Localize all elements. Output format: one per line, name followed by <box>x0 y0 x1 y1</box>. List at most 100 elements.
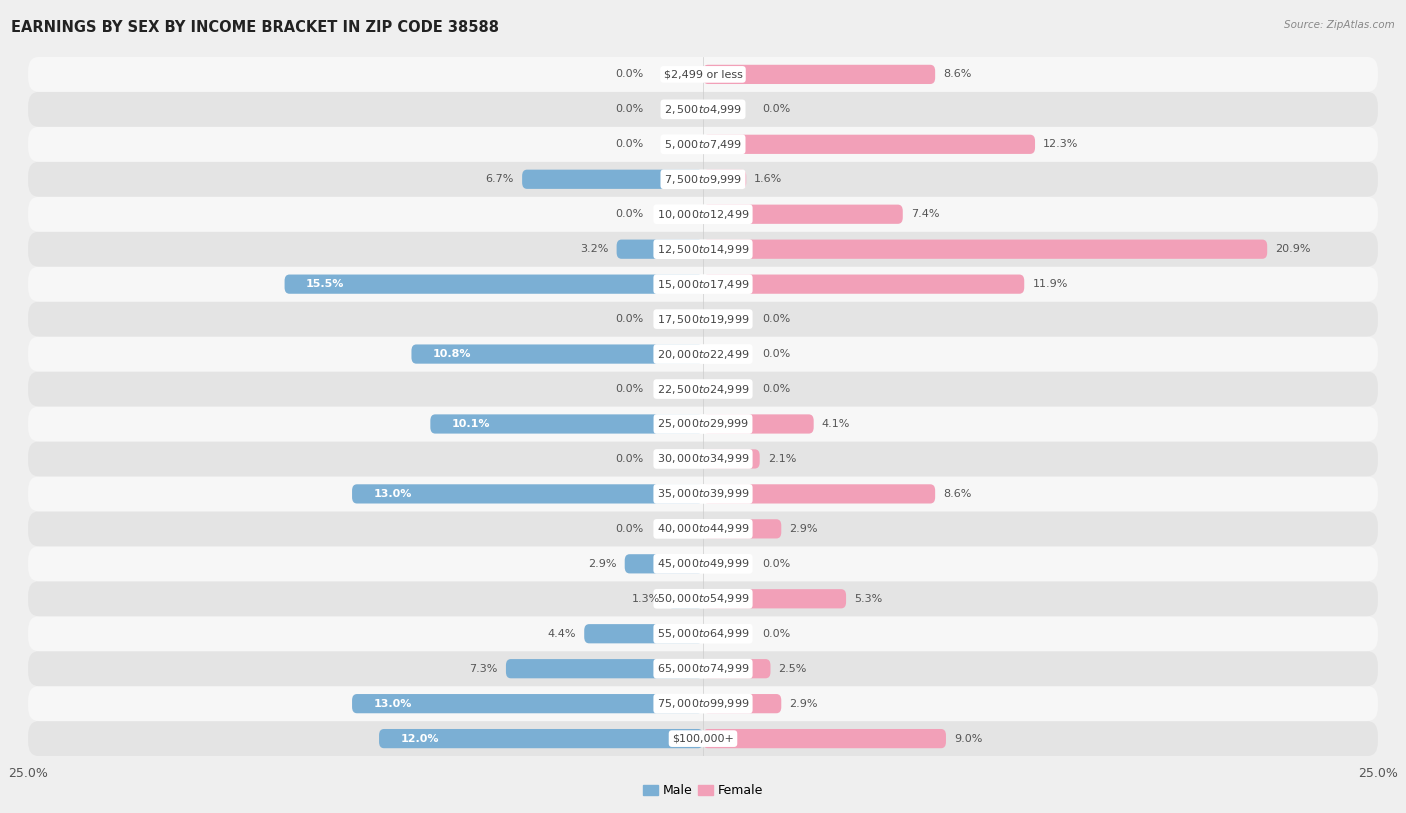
Text: 0.0%: 0.0% <box>616 139 644 150</box>
Text: 15.5%: 15.5% <box>307 279 344 289</box>
FancyBboxPatch shape <box>430 415 703 433</box>
FancyBboxPatch shape <box>284 275 703 293</box>
Text: 0.0%: 0.0% <box>616 454 644 464</box>
FancyBboxPatch shape <box>28 441 1378 476</box>
FancyBboxPatch shape <box>28 476 1378 511</box>
FancyBboxPatch shape <box>380 729 703 748</box>
Text: 10.1%: 10.1% <box>451 419 491 429</box>
Text: EARNINGS BY SEX BY INCOME BRACKET IN ZIP CODE 38588: EARNINGS BY SEX BY INCOME BRACKET IN ZIP… <box>11 20 499 35</box>
FancyBboxPatch shape <box>617 240 703 259</box>
FancyBboxPatch shape <box>522 170 703 189</box>
Text: $45,000 to $49,999: $45,000 to $49,999 <box>657 558 749 570</box>
Text: 7.3%: 7.3% <box>470 663 498 674</box>
Text: 11.9%: 11.9% <box>1032 279 1067 289</box>
FancyBboxPatch shape <box>703 450 759 468</box>
FancyBboxPatch shape <box>624 554 703 573</box>
FancyBboxPatch shape <box>28 92 1378 127</box>
FancyBboxPatch shape <box>28 232 1378 267</box>
Text: 0.0%: 0.0% <box>762 104 790 115</box>
Text: 2.9%: 2.9% <box>789 698 818 709</box>
FancyBboxPatch shape <box>703 170 747 189</box>
Text: $65,000 to $74,999: $65,000 to $74,999 <box>657 663 749 675</box>
FancyBboxPatch shape <box>28 406 1378 441</box>
Text: $15,000 to $17,499: $15,000 to $17,499 <box>657 278 749 290</box>
Text: $75,000 to $99,999: $75,000 to $99,999 <box>657 698 749 710</box>
Text: 10.8%: 10.8% <box>433 349 471 359</box>
Legend: Male, Female: Male, Female <box>638 780 768 802</box>
Text: $7,500 to $9,999: $7,500 to $9,999 <box>664 173 742 185</box>
FancyBboxPatch shape <box>668 589 703 608</box>
Text: 5.3%: 5.3% <box>855 593 883 604</box>
Text: 0.0%: 0.0% <box>616 384 644 394</box>
Text: Source: ZipAtlas.com: Source: ZipAtlas.com <box>1284 20 1395 30</box>
Text: $12,500 to $14,999: $12,500 to $14,999 <box>657 243 749 255</box>
FancyBboxPatch shape <box>703 275 1024 293</box>
Text: 0.0%: 0.0% <box>762 384 790 394</box>
Text: 4.4%: 4.4% <box>547 628 576 639</box>
FancyBboxPatch shape <box>703 415 814 433</box>
Text: 1.3%: 1.3% <box>631 593 659 604</box>
FancyBboxPatch shape <box>28 651 1378 686</box>
Text: 6.7%: 6.7% <box>485 174 515 185</box>
FancyBboxPatch shape <box>28 127 1378 162</box>
FancyBboxPatch shape <box>703 729 946 748</box>
Text: 4.1%: 4.1% <box>821 419 851 429</box>
FancyBboxPatch shape <box>703 65 935 84</box>
Text: $2,500 to $4,999: $2,500 to $4,999 <box>664 103 742 115</box>
Text: $22,500 to $24,999: $22,500 to $24,999 <box>657 383 749 395</box>
Text: $55,000 to $64,999: $55,000 to $64,999 <box>657 628 749 640</box>
Text: 13.0%: 13.0% <box>374 698 412 709</box>
FancyBboxPatch shape <box>703 485 935 503</box>
Text: 2.1%: 2.1% <box>768 454 796 464</box>
FancyBboxPatch shape <box>28 721 1378 756</box>
Text: $10,000 to $12,499: $10,000 to $12,499 <box>657 208 749 220</box>
Text: 0.0%: 0.0% <box>616 209 644 220</box>
Text: 2.9%: 2.9% <box>789 524 818 534</box>
Text: $17,500 to $19,999: $17,500 to $19,999 <box>657 313 749 325</box>
FancyBboxPatch shape <box>28 686 1378 721</box>
FancyBboxPatch shape <box>28 162 1378 197</box>
FancyBboxPatch shape <box>352 694 703 713</box>
FancyBboxPatch shape <box>703 240 1267 259</box>
Text: 0.0%: 0.0% <box>616 314 644 324</box>
Text: 0.0%: 0.0% <box>616 524 644 534</box>
FancyBboxPatch shape <box>28 511 1378 546</box>
FancyBboxPatch shape <box>703 205 903 224</box>
FancyBboxPatch shape <box>703 520 782 538</box>
Text: $5,000 to $7,499: $5,000 to $7,499 <box>664 138 742 150</box>
FancyBboxPatch shape <box>412 345 703 363</box>
Text: 8.6%: 8.6% <box>943 489 972 499</box>
FancyBboxPatch shape <box>352 485 703 503</box>
FancyBboxPatch shape <box>703 135 1035 154</box>
Text: $2,499 or less: $2,499 or less <box>664 69 742 80</box>
Text: 8.6%: 8.6% <box>943 69 972 80</box>
FancyBboxPatch shape <box>28 267 1378 302</box>
FancyBboxPatch shape <box>28 57 1378 92</box>
FancyBboxPatch shape <box>28 372 1378 406</box>
Text: 0.0%: 0.0% <box>762 314 790 324</box>
FancyBboxPatch shape <box>28 337 1378 372</box>
Text: $100,000+: $100,000+ <box>672 733 734 744</box>
Text: $40,000 to $44,999: $40,000 to $44,999 <box>657 523 749 535</box>
Text: 12.0%: 12.0% <box>401 733 439 744</box>
Text: 2.9%: 2.9% <box>588 559 617 569</box>
Text: $50,000 to $54,999: $50,000 to $54,999 <box>657 593 749 605</box>
Text: 0.0%: 0.0% <box>616 69 644 80</box>
Text: 0.0%: 0.0% <box>762 628 790 639</box>
FancyBboxPatch shape <box>28 197 1378 232</box>
Text: 7.4%: 7.4% <box>911 209 939 220</box>
FancyBboxPatch shape <box>585 624 703 643</box>
FancyBboxPatch shape <box>28 616 1378 651</box>
FancyBboxPatch shape <box>28 546 1378 581</box>
FancyBboxPatch shape <box>28 302 1378 337</box>
Text: 3.2%: 3.2% <box>581 244 609 254</box>
Text: 0.0%: 0.0% <box>762 349 790 359</box>
Text: 0.0%: 0.0% <box>616 104 644 115</box>
Text: $25,000 to $29,999: $25,000 to $29,999 <box>657 418 749 430</box>
Text: 2.5%: 2.5% <box>779 663 807 674</box>
Text: 12.3%: 12.3% <box>1043 139 1078 150</box>
Text: 13.0%: 13.0% <box>374 489 412 499</box>
Text: 9.0%: 9.0% <box>955 733 983 744</box>
Text: 0.0%: 0.0% <box>762 559 790 569</box>
FancyBboxPatch shape <box>703 694 782 713</box>
